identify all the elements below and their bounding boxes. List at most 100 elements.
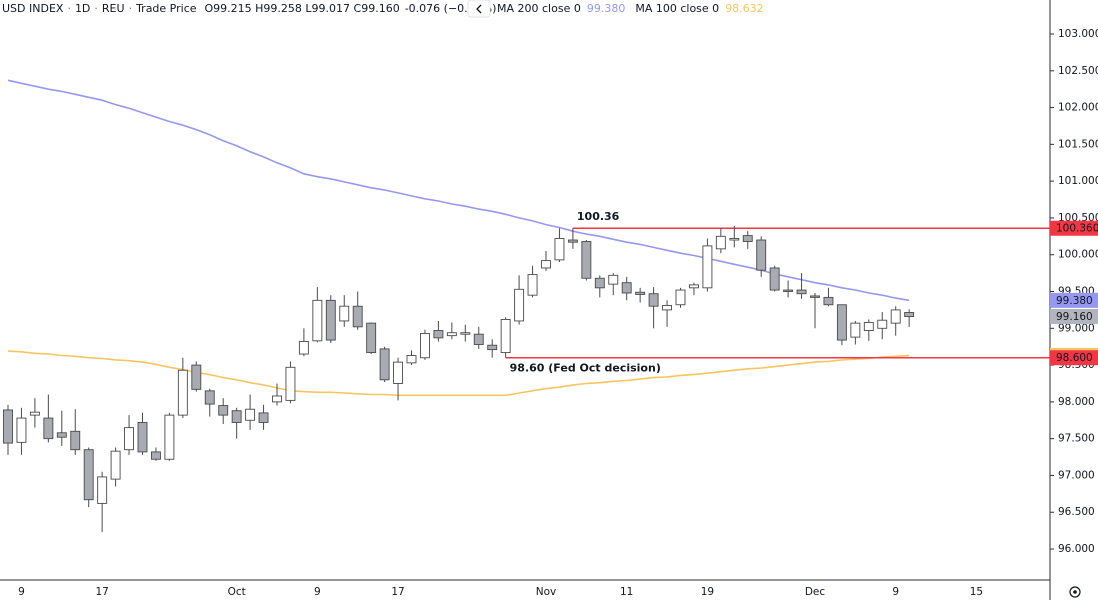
candle-body — [325, 299, 336, 341]
price-tag-label: 99.160 — [1056, 311, 1093, 323]
candle-body — [433, 330, 444, 339]
candle-body — [662, 305, 672, 311]
candle-body — [218, 405, 229, 416]
x-tick-label: 9 — [892, 586, 899, 598]
legend-value: 98.632 — [725, 2, 764, 15]
candle-body — [594, 277, 605, 289]
price-type: Trade Price — [135, 2, 197, 15]
candle-body — [339, 305, 350, 322]
moving-average-line — [7, 350, 910, 397]
candle-body — [3, 409, 13, 444]
price-tag — [1050, 350, 1098, 366]
price-tag-label: 100.360 — [1056, 223, 1098, 235]
legend-name: MA 100 close 0 — [635, 2, 719, 15]
level-annotation: 98.60 (Fed Oct decision) — [510, 362, 661, 375]
candle-body — [863, 321, 874, 331]
candle-body — [110, 450, 121, 480]
source: REU — [102, 2, 125, 15]
candle-body — [581, 241, 592, 279]
separator: · — [129, 2, 133, 15]
candle-body — [567, 239, 578, 243]
collapse-button[interactable] — [467, 0, 491, 18]
candle-body — [836, 304, 847, 341]
y-tick-label: 102.500 — [1058, 65, 1098, 77]
candle-body — [729, 238, 740, 241]
candle-body — [285, 366, 296, 401]
y-tick-label: 102.000 — [1058, 102, 1098, 114]
candle-body — [487, 344, 498, 351]
candle-body — [29, 411, 40, 416]
x-tick-label: 19 — [701, 586, 714, 598]
candle-body — [823, 296, 834, 306]
candle-body — [366, 322, 377, 354]
candle-body — [554, 238, 565, 261]
interval: 1D — [75, 2, 90, 15]
settings-icon[interactable] — [1069, 586, 1081, 598]
moving-average-line — [7, 79, 910, 302]
candle-body — [675, 289, 686, 306]
candle-body — [231, 410, 242, 423]
candle-body — [621, 282, 632, 294]
candle-body — [783, 289, 794, 292]
candle-body — [177, 369, 188, 416]
candle-body — [124, 427, 135, 451]
legend-value: 99.380 — [587, 2, 626, 15]
candle-body — [83, 449, 94, 501]
candle-body — [164, 414, 175, 460]
candle-body — [204, 390, 215, 405]
x-tick-label: 15 — [970, 586, 983, 598]
candle-body — [756, 239, 767, 271]
x-tick-label: Nov — [536, 586, 557, 598]
candle-body — [769, 267, 780, 291]
candle-body — [258, 412, 269, 423]
candle-body — [460, 332, 471, 335]
y-tick-label: 99.000 — [1058, 322, 1095, 334]
candle-body — [137, 422, 148, 453]
candle-body — [473, 333, 484, 345]
candle-body — [352, 305, 363, 328]
x-tick-label: 11 — [620, 586, 633, 598]
candle-body — [70, 430, 81, 451]
indicator-legend: MA 200 close 0 99.380 MA 100 close 0 98.632 — [497, 2, 764, 15]
candle-body — [272, 395, 282, 403]
y-tick-label: 103.000 — [1058, 28, 1098, 40]
y-tick-label: 97.000 — [1058, 469, 1095, 481]
candle-body — [43, 417, 54, 440]
x-tick-label: 9 — [18, 586, 25, 598]
candle-body — [298, 341, 309, 355]
candle-body — [16, 417, 27, 443]
x-tick-label: Oct — [228, 586, 246, 598]
candle-body — [877, 319, 888, 329]
price-tag — [1050, 292, 1098, 308]
level-annotation: 100.36 — [577, 210, 620, 223]
x-tick-label: 17 — [95, 586, 108, 598]
candle-body — [379, 348, 390, 381]
y-tick-label: 96.500 — [1058, 506, 1095, 518]
candle-body — [689, 284, 699, 289]
candle-body — [796, 289, 807, 295]
x-tick-label: 9 — [314, 586, 321, 598]
y-tick-label: 98.000 — [1058, 396, 1095, 408]
candle-body — [608, 274, 619, 285]
legend-name: MA 200 close 0 — [497, 2, 581, 15]
y-tick-label: 101.000 — [1058, 175, 1098, 187]
candle-body — [648, 293, 659, 307]
candle-body — [904, 312, 915, 317]
candle-body — [446, 332, 457, 337]
candle-body — [635, 291, 646, 295]
x-tick-label: 17 — [391, 586, 404, 598]
candle-body — [715, 235, 726, 250]
candle-body — [541, 260, 551, 269]
price-tag-label: 99.380 — [1056, 295, 1093, 307]
candle-body — [850, 322, 861, 338]
candle-body — [500, 319, 511, 354]
separator: · — [94, 2, 98, 15]
candle-body — [890, 309, 901, 324]
separator: · — [67, 2, 71, 15]
settings-icon-dot — [1073, 590, 1077, 594]
candle-body — [56, 432, 67, 438]
candle-body — [527, 274, 538, 296]
y-tick-label: 100.000 — [1058, 249, 1098, 261]
